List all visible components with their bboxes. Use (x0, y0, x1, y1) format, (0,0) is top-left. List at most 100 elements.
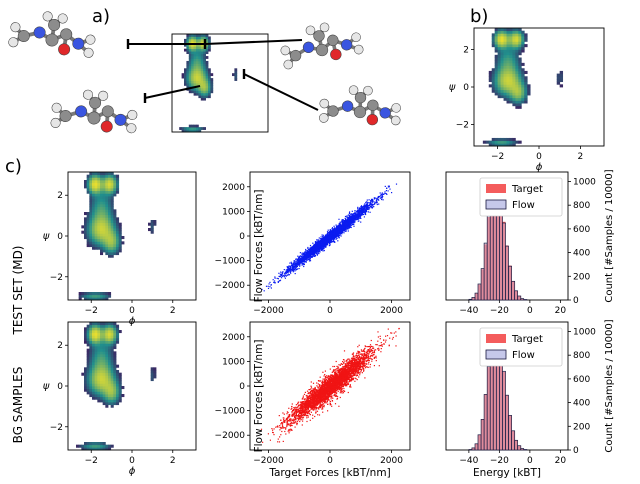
density-cell (506, 52, 510, 56)
density-cell (105, 297, 109, 301)
density-cell (518, 62, 522, 66)
density-cell (94, 236, 98, 240)
density-cell (556, 73, 561, 77)
density-cell (92, 198, 96, 202)
density-cell (509, 54, 513, 58)
scatter-point (345, 230, 347, 232)
density-cell (97, 180, 101, 184)
scatter-point (285, 270, 287, 272)
scatter-point (348, 214, 350, 217)
density-cell (198, 65, 202, 69)
scatter-point (325, 243, 327, 245)
scatter-point (329, 243, 331, 245)
density-cell (94, 220, 98, 224)
density-cell (506, 68, 510, 72)
density-cell (198, 58, 202, 62)
density-cell (100, 174, 104, 178)
scatter-point (325, 236, 327, 238)
scatter-point (292, 269, 294, 271)
scatter-point (348, 216, 350, 218)
scatter-point (354, 212, 356, 214)
density-cell (512, 140, 516, 144)
scatter-point (283, 274, 285, 276)
density-cell (110, 246, 114, 250)
density-cell (89, 185, 93, 189)
density-cell (524, 89, 528, 93)
density-cell (89, 201, 93, 205)
x-tick-label: −2 (85, 306, 98, 316)
density-cell (86, 212, 90, 216)
density-cell (100, 185, 104, 189)
scatter-point (292, 264, 294, 266)
density-cell (205, 43, 209, 47)
scatter-point (358, 215, 360, 217)
density-cell (509, 57, 513, 61)
density-cell (94, 246, 98, 250)
density-cell (86, 190, 90, 194)
density-cell (86, 214, 90, 218)
scatter-point (374, 202, 376, 204)
density-cell (503, 140, 507, 144)
density-cell (527, 89, 531, 93)
density-cell (494, 28, 499, 32)
density-cell (491, 89, 496, 93)
density-cell (116, 236, 120, 240)
density-cell (506, 33, 510, 37)
density-cell (494, 60, 499, 64)
density-cell (512, 38, 516, 42)
scatter-point (289, 262, 291, 264)
scatter-point (370, 198, 373, 200)
panel-label-c: c) (5, 156, 22, 177)
scatter-point (299, 257, 302, 259)
density-cell (198, 78, 202, 81)
density-cell (208, 90, 211, 94)
density-cell (78, 294, 82, 298)
scatter-point (307, 246, 309, 249)
density-cell (491, 87, 496, 91)
density-cell (94, 188, 98, 192)
density-cell (105, 249, 109, 253)
density-cell (500, 89, 504, 93)
scatter-point (338, 226, 340, 228)
density-cell (97, 209, 101, 213)
density-cell (100, 193, 104, 197)
density-cell (196, 60, 199, 64)
density-cell (116, 225, 120, 229)
density-cell (234, 73, 238, 77)
density-cell (105, 172, 109, 176)
density-cell (89, 190, 93, 194)
density-cell (92, 230, 96, 234)
density-cell (232, 73, 235, 77)
density-cell (105, 244, 109, 248)
density-cell (84, 294, 88, 298)
density-cell (196, 46, 199, 50)
density-cell (198, 60, 202, 64)
density-cell (506, 81, 510, 85)
density-cell (512, 89, 516, 93)
density-cell (94, 204, 98, 208)
density-cell (181, 75, 185, 79)
scatter-point (311, 248, 313, 250)
density-cell (503, 70, 507, 74)
scatter-point (325, 234, 327, 236)
scatter-point (286, 269, 289, 272)
density-cell (494, 73, 499, 77)
density-cell (518, 38, 522, 42)
density-cell (97, 201, 101, 205)
scatter-point (338, 234, 340, 236)
scatter-point (285, 275, 287, 277)
density-cell (108, 217, 112, 221)
scatter-point (360, 212, 362, 214)
scatter-point (365, 206, 367, 208)
scatter-point (265, 285, 268, 287)
scatter-point (369, 211, 371, 213)
scatter-point (341, 233, 343, 235)
scatter-point (283, 276, 285, 278)
density-cell (196, 34, 199, 37)
scatter-point (364, 205, 366, 207)
density-cell (198, 46, 202, 50)
density-cell (97, 190, 101, 194)
scatter-point (274, 282, 276, 284)
scatter-point (292, 267, 294, 269)
scatter-point (360, 214, 363, 216)
